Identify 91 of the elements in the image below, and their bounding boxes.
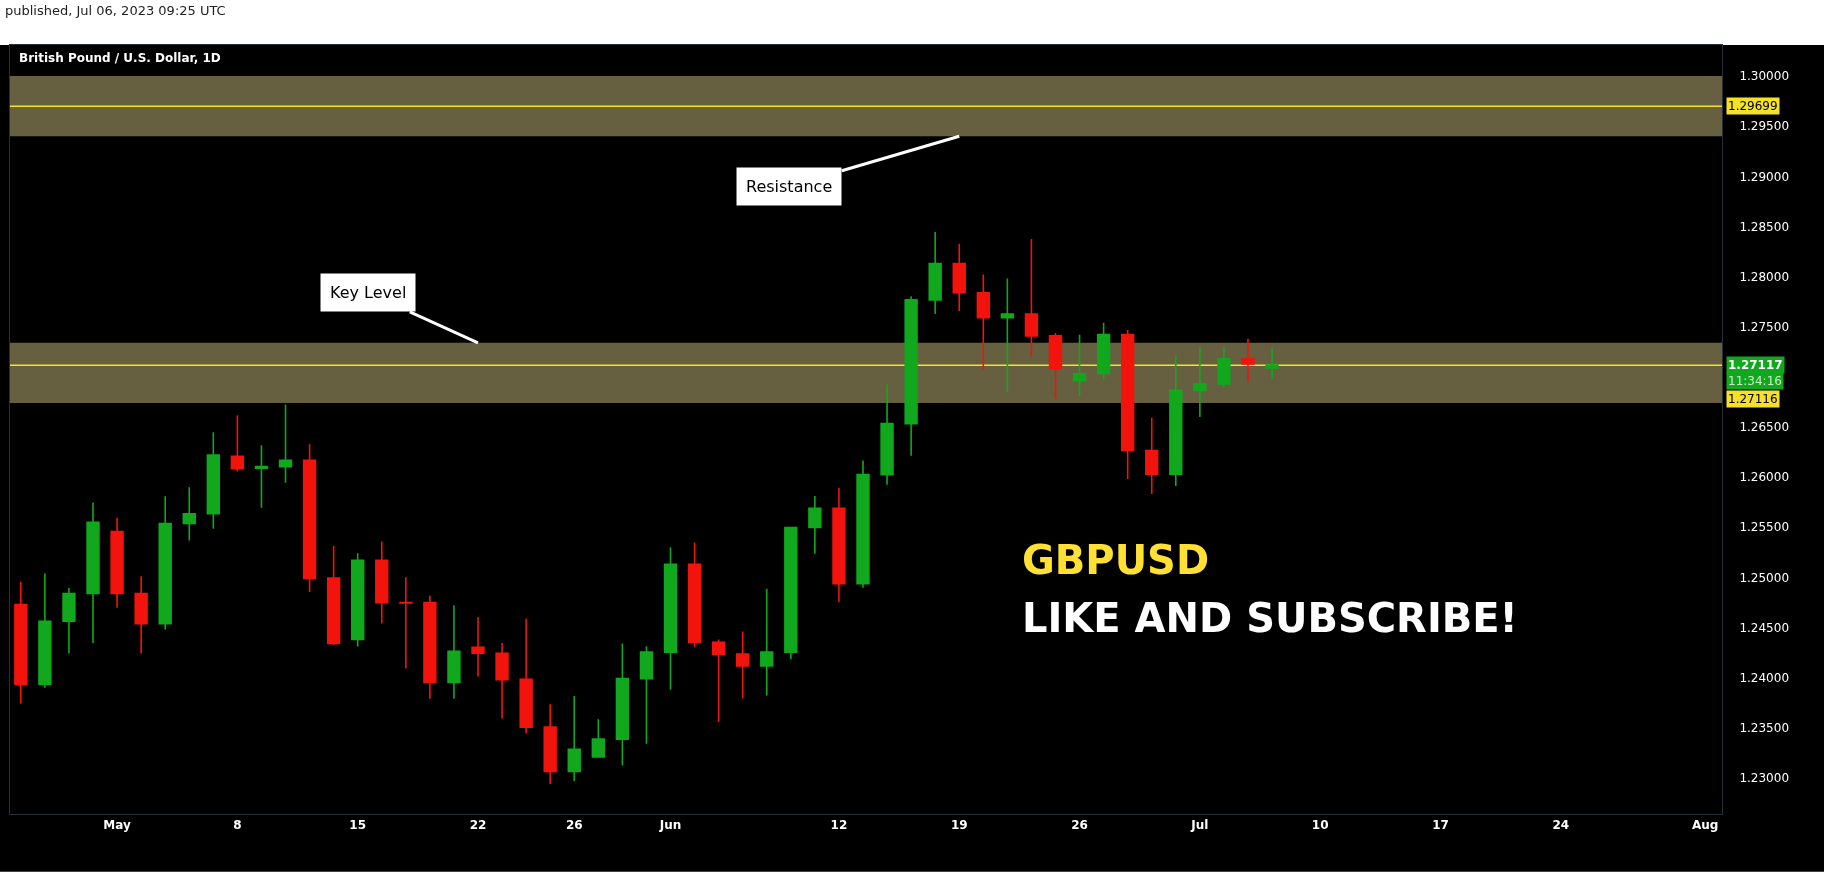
- y-tick-label: 1.23000: [1739, 771, 1790, 786]
- candlestick: [808, 495, 822, 555]
- candlestick: [687, 541, 702, 649]
- y-tick-label: 1.28000: [1739, 269, 1790, 284]
- annotation: Key Level: [330, 283, 407, 302]
- ref-line-label: 1.29699: [1728, 99, 1778, 113]
- y-tick-label: 1.29500: [1739, 119, 1790, 134]
- annotation: LIKE AND SUBSCRIBE!: [1022, 595, 1518, 641]
- y-tick-label: 1.24500: [1739, 620, 1790, 635]
- x-tick-label: 17: [1432, 818, 1449, 833]
- ref-line-label: 1.27116: [1728, 392, 1778, 406]
- candlestick: [928, 231, 942, 315]
- candlestick: [1169, 354, 1183, 487]
- candlestick: [447, 604, 461, 700]
- text: 1.27117: [1728, 358, 1783, 372]
- x-tick-label: 26: [565, 818, 583, 833]
- y-tick-label: 1.25500: [1739, 520, 1790, 535]
- candlestick: [1193, 345, 1207, 418]
- x-tick-label: 24: [1552, 818, 1570, 833]
- y-tick-label: 1.24000: [1739, 670, 1790, 685]
- candlestick: [14, 580, 28, 705]
- y-tick-label: 1.26500: [1739, 420, 1790, 435]
- candlestick: [326, 545, 341, 646]
- candlestick: [38, 572, 52, 689]
- annotation: GBPUSD: [1022, 537, 1210, 583]
- candlestick: [351, 552, 365, 648]
- y-tick-label: 1.30000: [1739, 69, 1790, 84]
- x-tick-label: Jul: [1190, 818, 1209, 833]
- candlestick: [976, 273, 990, 372]
- candlestick: [880, 383, 894, 486]
- candlestick: [615, 642, 630, 767]
- candlestick: [254, 444, 269, 509]
- y-tick-label: 1.27500: [1739, 319, 1790, 334]
- candlestick: [471, 616, 485, 678]
- candlestick: [639, 645, 654, 745]
- candlestick: [1265, 346, 1279, 380]
- candlestick: [711, 638, 726, 723]
- candlestick: [760, 588, 774, 697]
- y-tick-label: 1.26000: [1739, 470, 1790, 485]
- candlestick: [1048, 332, 1063, 400]
- candlestick: [856, 459, 870, 589]
- text: British Pound / U.S. Dollar, 1D: [19, 51, 221, 65]
- x-tick-label: 12: [830, 818, 848, 833]
- x-tick-label: 15: [349, 818, 367, 833]
- y-tick-label: 1.28500: [1739, 219, 1790, 234]
- x-tick-label: 8: [233, 818, 242, 833]
- x-tick-label: Jun: [658, 818, 682, 833]
- candlestick: [423, 594, 437, 700]
- y-tick-label: 1.29000: [1739, 169, 1790, 184]
- candlestick: [134, 575, 148, 655]
- candlestick: [832, 486, 846, 603]
- candlestick: [375, 540, 389, 625]
- candlestick: [399, 576, 413, 670]
- y-tick-label: 1.25000: [1739, 570, 1790, 585]
- candlestick: [904, 295, 918, 457]
- candlestick: [1000, 277, 1015, 393]
- candlestick: [86, 501, 100, 644]
- x-tick-label: 26: [1071, 818, 1088, 833]
- candlestick: [206, 431, 221, 530]
- candlestick: [567, 695, 581, 783]
- annotation: Resistance: [746, 177, 833, 196]
- candlestick: [1241, 337, 1255, 383]
- candlestick: [519, 617, 533, 735]
- candlestick: [302, 443, 317, 593]
- x-tick-label: 10: [1311, 818, 1329, 833]
- candlestick: [1072, 333, 1087, 397]
- candlestick: [278, 403, 293, 484]
- candlestick: [1217, 345, 1231, 388]
- x-tick-label: 19: [950, 818, 968, 833]
- candlestick: [952, 242, 966, 312]
- y-tick-label: 1.23500: [1739, 720, 1790, 735]
- text: 11:34:16: [1728, 374, 1782, 388]
- candlestick: [1120, 329, 1135, 480]
- candlestick: [495, 642, 509, 720]
- candlestick: [1024, 238, 1039, 358]
- candlestick: [543, 703, 557, 785]
- x-tick-label: May: [103, 818, 131, 833]
- candlestick: [230, 414, 245, 473]
- candlestick: [735, 630, 750, 700]
- text: published, Jul 06, 2023 09:25 UTC: [5, 3, 226, 18]
- candlestick: [784, 525, 798, 660]
- candlestick: [62, 587, 76, 655]
- candlestick: [110, 516, 124, 609]
- candlestick: [182, 486, 196, 542]
- x-tick-label: 22: [469, 818, 487, 833]
- candlestick: [1145, 416, 1159, 495]
- candlestick: [591, 718, 606, 759]
- candlestick: [1096, 322, 1111, 381]
- x-tick-label: Aug: [1691, 818, 1719, 833]
- candlestick: [158, 495, 172, 631]
- candlestick: [663, 546, 678, 691]
